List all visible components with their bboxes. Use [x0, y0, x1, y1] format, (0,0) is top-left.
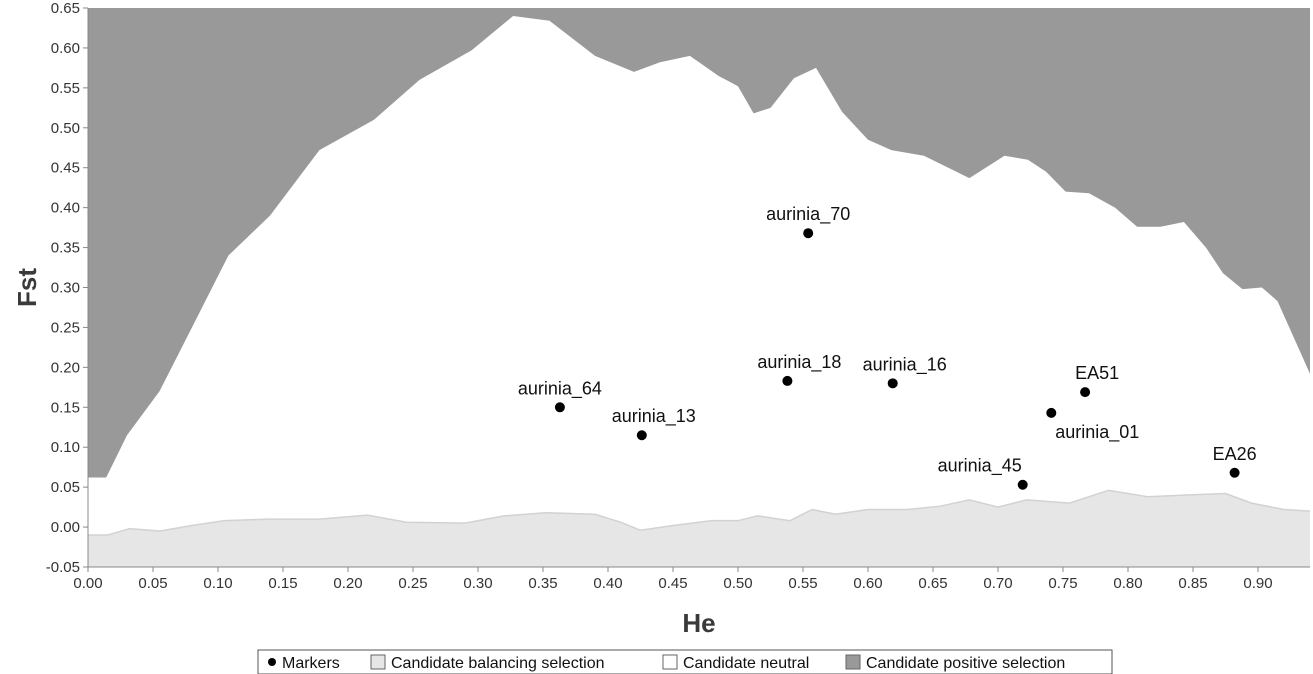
x-axis: 0.00 0.05 0.10 0.15 0.20 0.25 0.30 0.35 0.40 0.45…: [73, 566, 1310, 592]
marker-point: [1017, 479, 1028, 490]
marker-label: aurinia_45: [938, 456, 1022, 477]
x-tick-label: 0.05: [138, 575, 167, 592]
x-tick-label: 0.75: [1048, 575, 1077, 592]
marker-point: [887, 378, 898, 389]
x-tick-label: 0.00: [73, 575, 102, 592]
x-tick-label: 0.50: [723, 575, 752, 592]
marker-point: [782, 375, 793, 386]
marker-label: aurinia_18: [757, 352, 841, 373]
y-tick-label: 0.45: [51, 160, 80, 177]
marker-point: [1229, 467, 1240, 478]
x-tick-label: 0.40: [593, 575, 622, 592]
marker-point: [636, 430, 647, 441]
y-tick-label: 0.55: [51, 80, 80, 97]
marker-point: [1080, 387, 1091, 398]
marker-point: [1046, 407, 1057, 418]
x-tick-label: 0.15: [268, 575, 297, 592]
marker-label: aurinia_01: [1055, 422, 1139, 443]
x-axis-title: He: [682, 608, 715, 638]
legend-frame: [257, 649, 1113, 674]
marker-label: EA51: [1075, 363, 1119, 383]
balancing-selection-area: [88, 490, 1310, 567]
y-tick-label: -0.05: [46, 559, 80, 576]
x-tick-label: 0.25: [398, 575, 427, 592]
x-tick-label: 0.90: [1243, 575, 1272, 592]
y-axis: -0.05 0.00 0.05 0.10 0.15 0.20 0.25 0.30 0.35 0.4…: [46, 0, 89, 576]
y-axis-title: Fst: [12, 268, 42, 307]
x-tick-label: 0.20: [333, 575, 362, 592]
legend-balancing-swatch: [370, 654, 386, 670]
x-tick-label: 0.85: [1178, 575, 1207, 592]
x-tick-label: 0.55: [788, 575, 817, 592]
y-tick-label: 0.05: [51, 479, 80, 496]
positive-selection-area: [88, 8, 1310, 478]
y-tick-label: 0.20: [51, 359, 80, 376]
x-tick-label: 0.45: [658, 575, 687, 592]
plot-area: [88, 8, 1311, 567]
x-tick-label: 0.35: [528, 575, 557, 592]
marker-label: aurinia_13: [612, 406, 696, 427]
marker-point: [803, 228, 814, 239]
x-tick-label: 0.65: [918, 575, 947, 592]
legend-balancing-label: Candidate balancing selection: [391, 655, 604, 672]
marker-label: aurinia_64: [518, 378, 602, 399]
y-tick-label: 0.35: [51, 240, 80, 257]
y-tick-label: 0.15: [51, 399, 80, 416]
x-tick-label: 0.10: [203, 575, 232, 592]
x-tick-label: 0.60: [853, 575, 882, 592]
y-tick-label: 0.65: [51, 0, 80, 17]
y-tick-label: 0.25: [51, 319, 80, 336]
y-tick-label: 0.40: [51, 200, 80, 217]
y-tick-label: 0.10: [51, 439, 80, 456]
y-tick-label: 0.60: [51, 40, 80, 57]
legend-neutral-swatch: [662, 654, 678, 670]
x-tick-label: 0.30: [463, 575, 492, 592]
marker-point: [554, 402, 565, 413]
x-tick-label: 0.80: [1113, 575, 1142, 592]
legend-marker-dot: [268, 658, 276, 666]
x-tick-label: 0.70: [983, 575, 1012, 592]
legend-positive-swatch: [845, 654, 861, 670]
legend-neutral-label: Candidate neutral: [683, 655, 809, 672]
y-tick-label: 0.30: [51, 280, 80, 297]
balancing-selection-edge: [88, 489, 1311, 536]
legend: Markers Candidate balancing selection Ca…: [257, 649, 1113, 674]
y-tick-label: 0.00: [51, 519, 80, 536]
markers-layer: aurinia_70 aurinia_64 aurinia_13 aurinia_18…: [518, 204, 1257, 490]
marker-label: EA26: [1213, 444, 1257, 464]
marker-label: aurinia_16: [863, 354, 947, 375]
y-tick-label: 0.50: [51, 120, 80, 137]
legend-markers-label: Markers: [282, 655, 340, 672]
legend-positive-label: Candidate positive selection: [866, 655, 1065, 672]
marker-label: aurinia_70: [766, 204, 850, 225]
